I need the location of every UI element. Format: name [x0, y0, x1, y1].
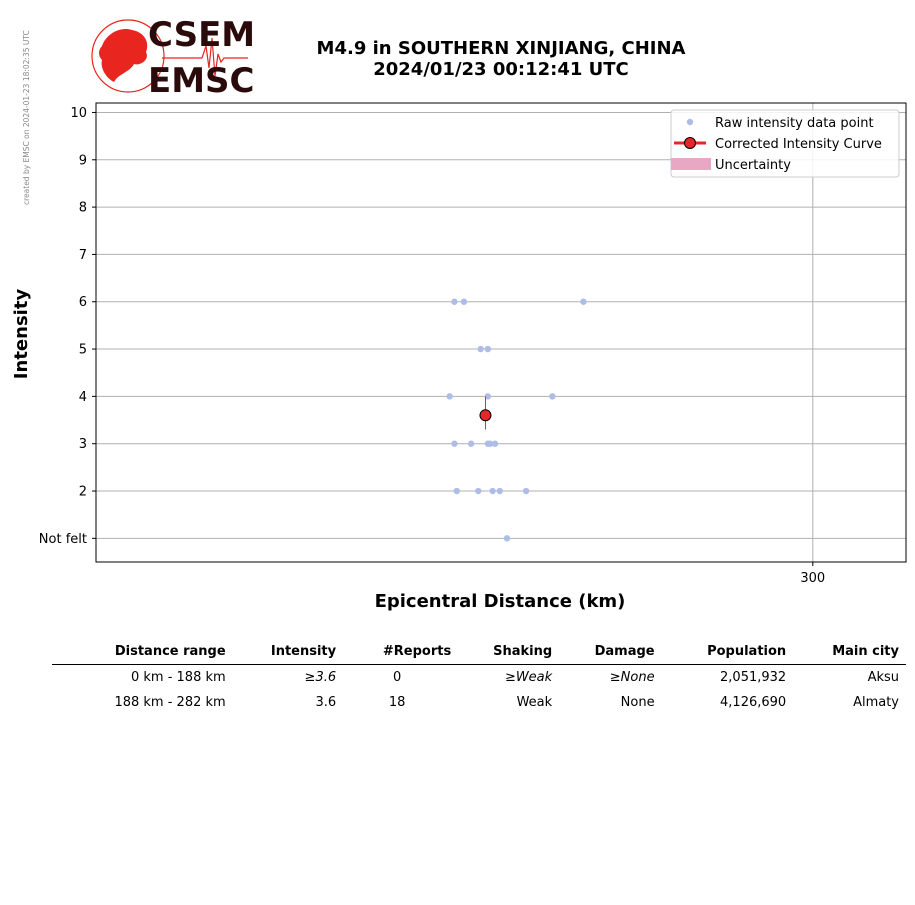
- page-title: M4.9 in SOUTHERN XINJIANG, CHINA 2024/01…: [290, 38, 712, 80]
- y-tick-label: 9: [79, 153, 87, 168]
- intensity-chart: Not felt 2 3 4 5 6 7 8 9 10 300 Epicentral Distanc…: [11, 102, 907, 612]
- col-distance-range: Distance range: [114, 643, 226, 659]
- x-tick-label: 300: [800, 571, 825, 586]
- chart-ticks: Not felt 2 3 4 5 6 7 8 9 10 300: [39, 106, 825, 586]
- legend-uncertainty-label: Uncertainty: [715, 158, 791, 173]
- legend-corrected-marker: [684, 137, 696, 149]
- table-row: 188 km - 282 km 3.6 18 Weak None 4,126,6…: [52, 690, 906, 715]
- raw-data-point: [484, 345, 492, 353]
- y-tick-label: 6: [79, 295, 87, 310]
- col-intensity: Intensity: [270, 643, 337, 659]
- raw-data-point: [446, 393, 453, 400]
- cell-damage: None: [620, 695, 655, 710]
- col-shaking: Shaking: [493, 643, 553, 659]
- raw-data-point: [453, 487, 460, 495]
- legend-uncertainty-swatch: [671, 158, 711, 170]
- cell-shaking: ≥Weak: [504, 670, 553, 685]
- raw-data-point: [451, 440, 458, 447]
- logo-globe-ring: [91, 19, 165, 93]
- logo-globe-continent: [99, 28, 148, 83]
- raw-data-point: [477, 345, 484, 353]
- cell-city: Aksu: [867, 670, 899, 685]
- raw-data-point: [487, 440, 494, 447]
- raw-data-point: [549, 393, 556, 400]
- cell-intensity: ≥3.6: [304, 670, 337, 685]
- y-tick-label: 2: [79, 485, 87, 500]
- cell-intensity: 3.6: [315, 695, 337, 710]
- cell-shaking: Weak: [516, 695, 553, 710]
- cell-reports: 18: [388, 695, 406, 710]
- raw-data-point: [503, 535, 511, 542]
- logo-seismogram: [162, 37, 248, 77]
- raw-data-point: [496, 487, 504, 495]
- cell-city: Almaty: [853, 695, 899, 710]
- y-tick-label: 4: [79, 390, 87, 405]
- table-row: 0 km - 188 km ≥3.6 0 ≥Weak ≥None 2,051,9…: [52, 665, 906, 691]
- table-header-row: Distance range Intensity #Reports Shakin…: [52, 640, 906, 665]
- x-axis-label: Epicentral Distance (km): [375, 591, 626, 612]
- y-tick-label: 7: [79, 248, 87, 263]
- logo-top-text: CSEM: [148, 16, 254, 55]
- col-main-city: Main city: [832, 643, 899, 659]
- raw-data-point: [522, 487, 530, 495]
- y-tick-label: 10: [70, 106, 87, 121]
- plot-frame: [95, 102, 907, 563]
- col-population: Population: [707, 643, 787, 659]
- cell-damage: ≥None: [609, 670, 655, 685]
- csem-emsc-logo: CSEM EMSC: [91, 16, 254, 98]
- cell-population: 4,126,690: [720, 695, 787, 710]
- raw-data-point: [460, 298, 468, 305]
- title-line-event: M4.9 in SOUTHERN XINJIANG, CHINA: [316, 38, 686, 59]
- cell-reports: 0: [393, 670, 402, 685]
- legend-box: [670, 109, 900, 178]
- legend-raw-marker: [686, 118, 694, 126]
- col-reports: #Reports: [382, 643, 452, 659]
- raw-data-point: [467, 440, 475, 447]
- raw-data-point: [451, 298, 458, 305]
- col-damage: Damage: [594, 643, 655, 659]
- logo-bottom-text: EMSC: [148, 61, 254, 98]
- raw-data-point: [489, 487, 496, 495]
- cell-range: 0 km - 188 km: [130, 670, 226, 685]
- legend-raw-label: Raw intensity data point: [715, 116, 874, 131]
- corrected-intensity-point: [479, 409, 492, 422]
- y-tick-label: Not felt: [39, 532, 87, 547]
- cell-population: 2,051,932: [720, 670, 787, 685]
- raw-data-point: [580, 298, 587, 305]
- raw-data-point: [475, 487, 482, 495]
- y-tick-label: 8: [79, 201, 87, 216]
- y-axis-label: Intensity: [11, 289, 32, 380]
- chart-points: [446, 298, 587, 542]
- title-line-time: 2024/01/23 00:12:41 UTC: [373, 59, 629, 80]
- intensity-table: Distance range Intensity #Reports Shakin…: [52, 640, 906, 715]
- chart-legend: Raw intensity data point Corrected Inten…: [670, 109, 900, 178]
- raw-data-point: [491, 440, 499, 447]
- y-tick-label: 3: [79, 437, 87, 452]
- y-tick-label: 5: [79, 343, 87, 358]
- cell-range: 188 km - 282 km: [114, 695, 226, 710]
- raw-data-point: [484, 393, 492, 400]
- legend-corrected-label: Corrected Intensity Curve: [715, 137, 882, 152]
